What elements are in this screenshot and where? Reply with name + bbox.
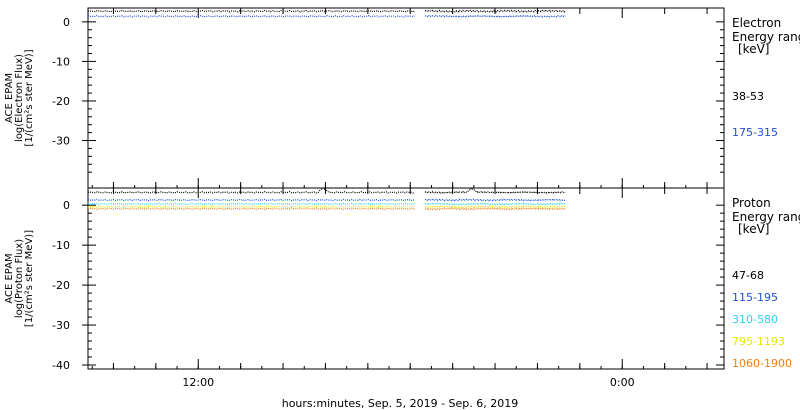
electron-panel: 0 -10 -20 -30 ACE EPAM log(Electron Flux) [1/(… <box>4 7 800 189</box>
y-tick-label: 0 <box>63 16 70 29</box>
plot-frame <box>87 7 725 189</box>
legend-unit: [keV] <box>738 42 769 56</box>
legend-entry: 1060-1900 <box>732 357 792 370</box>
legend-title: Proton <box>732 196 771 210</box>
legend-unit: [keV] <box>738 222 769 236</box>
x-tick-label: 12:00 <box>182 376 214 389</box>
series-line-310-580 <box>87 202 415 206</box>
y-axis-label: log(Proton Flux) <box>14 239 25 318</box>
y-tick-label: -30 <box>52 319 70 332</box>
y-axis-label: ACE EPAM <box>4 253 15 303</box>
legend-entry: 795-1193 <box>732 335 785 348</box>
series-line-38-53 <box>87 9 415 13</box>
series-line-310-580 <box>424 202 566 206</box>
series-line-175-315 <box>424 14 566 18</box>
legend-title: Electron <box>732 16 781 30</box>
legend-entry: 175-315 <box>732 126 778 139</box>
series-line-47-68 <box>424 187 566 195</box>
y-tick-label: -40 <box>52 359 70 372</box>
y-tick-label: -20 <box>52 279 70 292</box>
x-tick-label: 0:00 <box>610 376 635 389</box>
legend-entry: 38-53 <box>732 90 764 103</box>
legend-entry: 47-68 <box>732 269 764 282</box>
legend-subtitle: Energy ranges <box>732 30 800 44</box>
y-tick-label: -10 <box>52 55 70 68</box>
series-line-115-195 <box>424 198 566 202</box>
y-axis-label: log(Electron Flux) <box>14 54 25 142</box>
series-line-1060-1900 <box>87 207 415 211</box>
series-line-115-195 <box>87 198 415 202</box>
y-tick-label: -30 <box>52 135 70 148</box>
plot-frame <box>87 187 725 370</box>
y-axis-label: ACE EPAM <box>4 73 15 123</box>
series-line-795-1193 <box>424 205 566 209</box>
x-axis-label: hours:minutes, Sep. 5, 2019 - Sep. 6, 20… <box>282 397 519 410</box>
series-line-175-315 <box>87 14 415 18</box>
y-axis-label: [1/(cm²s ster MeV)] <box>24 49 35 146</box>
proton-panel: 0 -10 -20 -30 -40 ACE EPAM log(Proton Flux) [1/… <box>4 187 800 372</box>
series-line-47-68 <box>87 187 415 194</box>
y-tick-label: 0 <box>63 199 70 212</box>
legend-entry: 310-580 <box>732 313 778 326</box>
series-line-1060-1900 <box>424 207 566 211</box>
y-tick-label: -20 <box>52 95 70 108</box>
legend-subtitle: Energy ranges <box>732 210 800 224</box>
y-tick-label: -10 <box>52 239 70 252</box>
y-axis-label: [1/(cm²s ster MeV)] <box>24 230 35 327</box>
legend-entry: 115-195 <box>732 291 778 304</box>
series-line-38-53 <box>424 9 566 13</box>
series-line-795-1193 <box>87 205 415 209</box>
